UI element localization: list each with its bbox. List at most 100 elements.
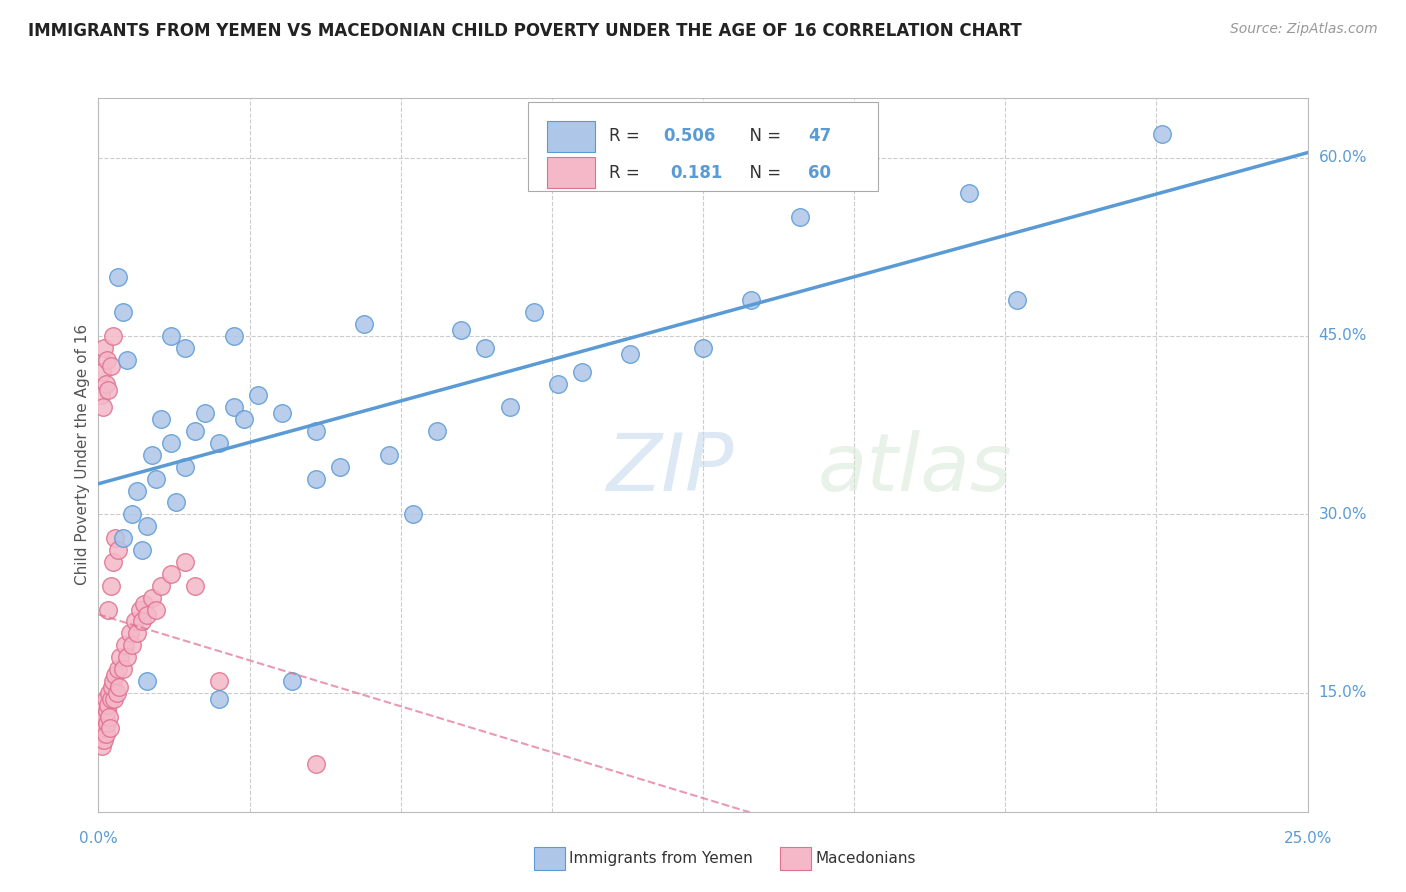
Point bbox=[96, 691, 118, 706]
Point bbox=[232, 412, 254, 426]
Point bbox=[305, 472, 328, 486]
Point bbox=[160, 566, 183, 581]
Point bbox=[165, 495, 187, 509]
Point bbox=[104, 531, 127, 545]
Point bbox=[329, 459, 352, 474]
Point bbox=[90, 739, 112, 754]
Point bbox=[117, 352, 139, 367]
Point bbox=[97, 602, 120, 616]
Point bbox=[101, 673, 124, 688]
Point bbox=[127, 483, 149, 498]
Point bbox=[107, 269, 129, 284]
Point bbox=[101, 555, 124, 569]
Text: Source: ZipAtlas.com: Source: ZipAtlas.com bbox=[1230, 22, 1378, 37]
Y-axis label: Child Poverty Under the Age of 16: Child Poverty Under the Age of 16 bbox=[75, 325, 90, 585]
Point bbox=[141, 448, 163, 462]
Point bbox=[101, 680, 124, 694]
Point bbox=[93, 698, 115, 712]
Text: atlas: atlas bbox=[818, 430, 1012, 508]
Point bbox=[107, 543, 129, 558]
Point bbox=[377, 448, 399, 462]
Point bbox=[523, 305, 546, 319]
Point bbox=[96, 352, 118, 367]
Point bbox=[128, 602, 150, 616]
FancyBboxPatch shape bbox=[527, 102, 879, 191]
Point bbox=[104, 668, 127, 682]
Point bbox=[107, 662, 129, 676]
Point bbox=[91, 715, 114, 730]
Point bbox=[94, 376, 117, 391]
Point bbox=[91, 727, 114, 741]
Point bbox=[108, 650, 131, 665]
FancyBboxPatch shape bbox=[547, 120, 595, 153]
Point bbox=[89, 709, 111, 723]
FancyBboxPatch shape bbox=[547, 157, 595, 188]
Point bbox=[402, 508, 425, 522]
Point bbox=[121, 508, 143, 522]
Point bbox=[426, 424, 449, 438]
Point bbox=[222, 401, 245, 415]
Point bbox=[135, 519, 157, 533]
Text: 15.0%: 15.0% bbox=[1319, 685, 1367, 700]
Point bbox=[474, 341, 496, 355]
Point bbox=[97, 383, 120, 397]
Point bbox=[135, 673, 157, 688]
Point bbox=[450, 323, 472, 337]
Point bbox=[208, 673, 231, 688]
Text: 60.0%: 60.0% bbox=[1319, 150, 1367, 165]
Point bbox=[90, 733, 112, 747]
Point bbox=[131, 615, 153, 629]
Point bbox=[141, 591, 163, 605]
Point bbox=[100, 359, 122, 373]
Point bbox=[93, 733, 115, 747]
Text: R =: R = bbox=[609, 163, 645, 182]
Point bbox=[160, 329, 183, 343]
Point bbox=[127, 626, 149, 640]
Point bbox=[498, 401, 520, 415]
Point bbox=[111, 531, 134, 545]
Point bbox=[96, 715, 118, 730]
Point bbox=[789, 210, 811, 224]
Text: 60: 60 bbox=[808, 163, 831, 182]
Point bbox=[305, 424, 328, 438]
Point bbox=[740, 293, 762, 308]
Point bbox=[281, 673, 304, 688]
Point bbox=[145, 602, 167, 616]
Point bbox=[305, 757, 328, 772]
Point bbox=[117, 650, 139, 665]
Point bbox=[150, 412, 173, 426]
Point bbox=[150, 579, 173, 593]
Point bbox=[271, 406, 294, 420]
Text: 47: 47 bbox=[808, 128, 831, 145]
Point bbox=[98, 722, 121, 736]
Point bbox=[94, 709, 117, 723]
Point bbox=[93, 341, 115, 355]
Point bbox=[174, 555, 197, 569]
Point bbox=[957, 186, 980, 201]
Point bbox=[1152, 127, 1174, 141]
Text: N =: N = bbox=[740, 163, 786, 182]
Text: R =: R = bbox=[609, 128, 645, 145]
Point bbox=[692, 341, 714, 355]
Point bbox=[194, 406, 217, 420]
Point bbox=[107, 680, 129, 694]
Point bbox=[160, 436, 183, 450]
Point bbox=[124, 615, 146, 629]
Point bbox=[353, 317, 375, 331]
Point bbox=[105, 686, 128, 700]
Point bbox=[247, 388, 270, 402]
Point bbox=[90, 722, 112, 736]
Point bbox=[96, 704, 118, 718]
Text: 45.0%: 45.0% bbox=[1319, 328, 1367, 343]
Point bbox=[131, 543, 153, 558]
Point bbox=[121, 638, 143, 652]
Point bbox=[547, 376, 569, 391]
Point bbox=[103, 691, 125, 706]
Text: Macedonians: Macedonians bbox=[815, 851, 915, 865]
Point bbox=[184, 424, 207, 438]
Point bbox=[98, 686, 121, 700]
Text: 0.506: 0.506 bbox=[664, 128, 716, 145]
Point bbox=[114, 638, 136, 652]
Point bbox=[90, 388, 112, 402]
Point bbox=[97, 698, 120, 712]
